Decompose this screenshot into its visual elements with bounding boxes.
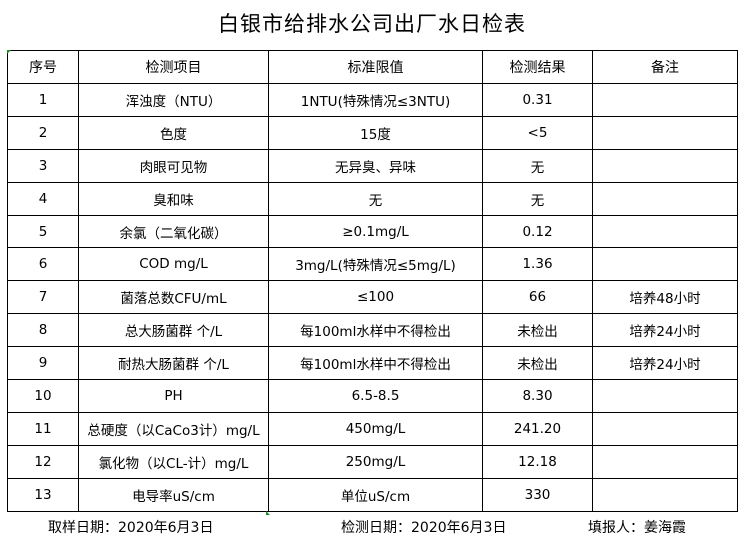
table-row: 7 菌落总数CFU/mL ≤100 66 培养48小时 (7, 280, 738, 315)
table-row: 1 浑浊度（NTU） 1NTU(特殊情况≤3NTU) 0.31 (7, 83, 738, 117)
row-item: 臭和味 (78, 181, 269, 216)
row-remark: 培养24小时 (592, 313, 738, 348)
row-item: PH (78, 379, 269, 413)
row-remark (592, 214, 738, 249)
row-remark: 培养48小时 (592, 280, 738, 315)
table-row: 9 耐热大肠菌群 个/L 每100ml水样中不得检出 未检出 培养24小时 (7, 346, 738, 381)
row-result: 未检出 (482, 313, 593, 348)
row-index: 3 (7, 148, 79, 183)
row-result: <5 (482, 115, 593, 150)
header-index: 序号 (7, 50, 79, 84)
row-result: 1.36 (482, 247, 593, 282)
row-remark (592, 83, 738, 117)
row-result: 0.31 (482, 83, 593, 117)
row-item: 耐热大肠菌群 个/L (78, 346, 269, 381)
row-index: 7 (7, 280, 79, 315)
sampling-date: 取样日期：2020年6月3日 (48, 520, 214, 536)
row-remark: 培养24小时 (592, 346, 738, 381)
table-row: 11 总硬度（以CaCo3计）mg/L 450mg/L 241.20 (7, 411, 738, 446)
row-item: COD mg/L (78, 247, 269, 282)
row-result: 241.20 (482, 411, 593, 446)
header-result: 检测结果 (482, 50, 593, 84)
row-item: 电导率uS/cm (78, 477, 269, 512)
test-date: 检测日期：2020年6月3日 (341, 520, 507, 536)
row-index: 1 (7, 83, 79, 117)
row-item: 色度 (78, 115, 269, 150)
row-result: 无 (482, 181, 593, 216)
inspection-table: 序号 检测项目 标准限值 检测结果 备注 1 浑浊度（NTU） 1NTU(特殊情况≤… (7, 50, 738, 512)
cell-marker-icon (7, 50, 11, 54)
row-index: 12 (7, 444, 79, 479)
header-item: 检测项目 (78, 50, 269, 84)
row-remark (592, 444, 738, 479)
row-remark (592, 379, 738, 413)
table-row: 8 总大肠菌群 个/L 每100ml水样中不得检出 未检出 培养24小时 (7, 313, 738, 348)
cell-marker-icon (266, 511, 270, 515)
row-index: 10 (7, 379, 79, 413)
row-standard: 每100ml水样中不得检出 (268, 346, 483, 381)
row-result: 330 (482, 477, 593, 512)
table-row: 5 余氯（二氧化碳） ≥0.1mg/L 0.12 (7, 214, 738, 249)
table-row: 12 氯化物（以CL-计）mg/L 250mg/L 12.18 (7, 444, 738, 479)
row-item: 余氯（二氧化碳） (78, 214, 269, 249)
row-index: 5 (7, 214, 79, 249)
row-index: 13 (7, 477, 79, 512)
table-row: 3 肉眼可见物 无异臭、异味无 (7, 148, 738, 183)
header-standard: 标准限值 (268, 50, 483, 84)
table-row: 13 电导率uS/cm 单位uS/cm 330 (7, 477, 738, 512)
row-standard: 1NTU(特殊情况≤3NTU) (268, 83, 483, 117)
row-index: 2 (7, 115, 79, 150)
header-remark: 备注 (592, 50, 738, 84)
row-item: 总大肠菌群 个/L (78, 313, 269, 348)
row-remark (592, 148, 738, 183)
table-row: 6 COD mg/L 3mg/L(特殊情况≤5mg/L) 1.36 (7, 247, 738, 282)
row-remark (592, 115, 738, 150)
row-result: 8.30 (482, 379, 593, 413)
table-row: 10 PH 6.5-8.5 8.30 (7, 379, 738, 413)
row-item: 浑浊度（NTU） (78, 83, 269, 117)
row-index: 6 (7, 247, 79, 282)
row-item: 总硬度（以CaCo3计）mg/L (78, 411, 269, 446)
row-standard: 15度 (268, 115, 483, 150)
row-remark (592, 247, 738, 282)
row-standard: 250mg/L (268, 444, 483, 479)
row-standard: 6.5-8.5 (268, 379, 483, 413)
row-item: 氯化物（以CL-计）mg/L (78, 444, 269, 479)
row-result: 0.12 (482, 214, 593, 249)
row-result: 未检出 (482, 346, 593, 381)
row-index: 4 (7, 181, 79, 216)
row-item: 菌落总数CFU/mL (78, 280, 269, 315)
row-standard: 每100ml水样中不得检出 (268, 313, 483, 348)
row-standard: ≥0.1mg/L (268, 214, 483, 249)
table-row: 4 臭和味无无 (7, 181, 738, 216)
row-standard: 单位uS/cm (268, 477, 483, 512)
row-item: 肉眼可见物 (78, 148, 269, 183)
row-index: 11 (7, 411, 79, 446)
row-index: 9 (7, 346, 79, 381)
row-standard: 无 (268, 181, 483, 216)
reporter: 填报人：姜海霞 (588, 520, 686, 536)
row-result: 无 (482, 148, 593, 183)
row-standard: 无异臭、异味 (268, 148, 483, 183)
row-remark (592, 411, 738, 446)
row-standard: 3mg/L(特殊情况≤5mg/L) (268, 247, 483, 282)
header-row: 序号 检测项目 标准限值 检测结果 备注 (7, 50, 738, 84)
row-standard: ≤100 (268, 280, 483, 315)
row-standard: 450mg/L (268, 411, 483, 446)
row-result: 66 (482, 280, 593, 315)
page-title: 白银市给排水公司出厂水日检表 (218, 12, 526, 36)
row-index: 8 (7, 313, 79, 348)
row-remark (592, 477, 738, 512)
row-result: 12.18 (482, 444, 593, 479)
table-row: 2 色度 15度 <5 (7, 115, 738, 150)
row-remark (592, 181, 738, 216)
